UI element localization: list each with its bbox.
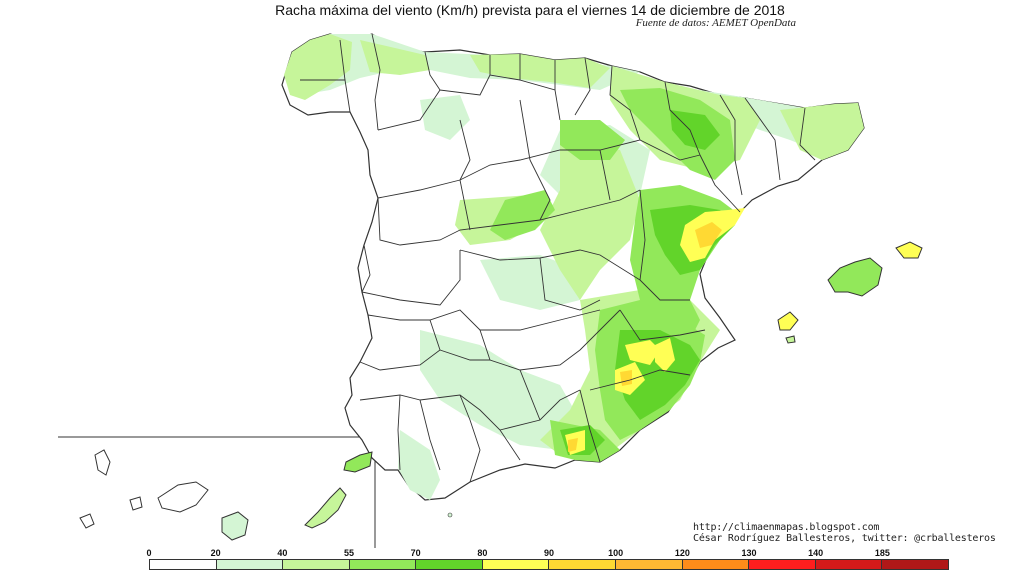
legend-swatch (416, 560, 483, 569)
legend-tick-label: 140 (808, 548, 824, 558)
ceuta-marker (447, 512, 453, 518)
balearic-islands (777, 241, 923, 344)
legend-ticks: 0 20 40 55 70 80 90 100 120 130 140 185 (146, 548, 949, 559)
map-title: Racha máxima del viento (Km/h) prevista … (275, 2, 785, 18)
legend-tick-label: 130 (741, 548, 757, 558)
legend-tick-label: 80 (477, 548, 488, 558)
credits-author: César Rodríguez Ballesteros, twitter: @c… (693, 533, 996, 544)
legend-swatch (549, 560, 617, 569)
legend-swatch (749, 560, 816, 569)
canary-islands (79, 449, 373, 541)
legend-tick-label: 40 (277, 548, 288, 558)
legend-swatch (616, 560, 683, 569)
legend-tick-label: 0 (146, 548, 152, 558)
legend-swatch (815, 560, 883, 569)
data-source: Fuente de datos: AEMET OpenData (635, 17, 796, 29)
color-legend (149, 559, 949, 570)
credits-url: http://climaenmapas.blogspot.com (693, 522, 880, 533)
legend-tick-label: 120 (674, 548, 690, 558)
legend-swatch (482, 560, 550, 569)
province-borders (300, 33, 816, 483)
legend-tick-label: 90 (543, 548, 555, 558)
legend-tick-label: 20 (210, 548, 221, 558)
legend-swatch (216, 560, 284, 569)
credits: http://climaenmapas.blogspot.com César R… (693, 522, 996, 544)
legend-swatch (682, 560, 750, 569)
legend-tick-label: 185 (874, 548, 890, 558)
legend-tick-label: 100 (608, 548, 624, 558)
legend-swatch (283, 560, 350, 569)
legend-swatch (882, 560, 948, 569)
legend-swatch (150, 560, 217, 569)
legend-tick-label: 70 (410, 548, 421, 558)
legend-swatch (349, 560, 417, 569)
legend-tick-label: 55 (343, 548, 355, 558)
